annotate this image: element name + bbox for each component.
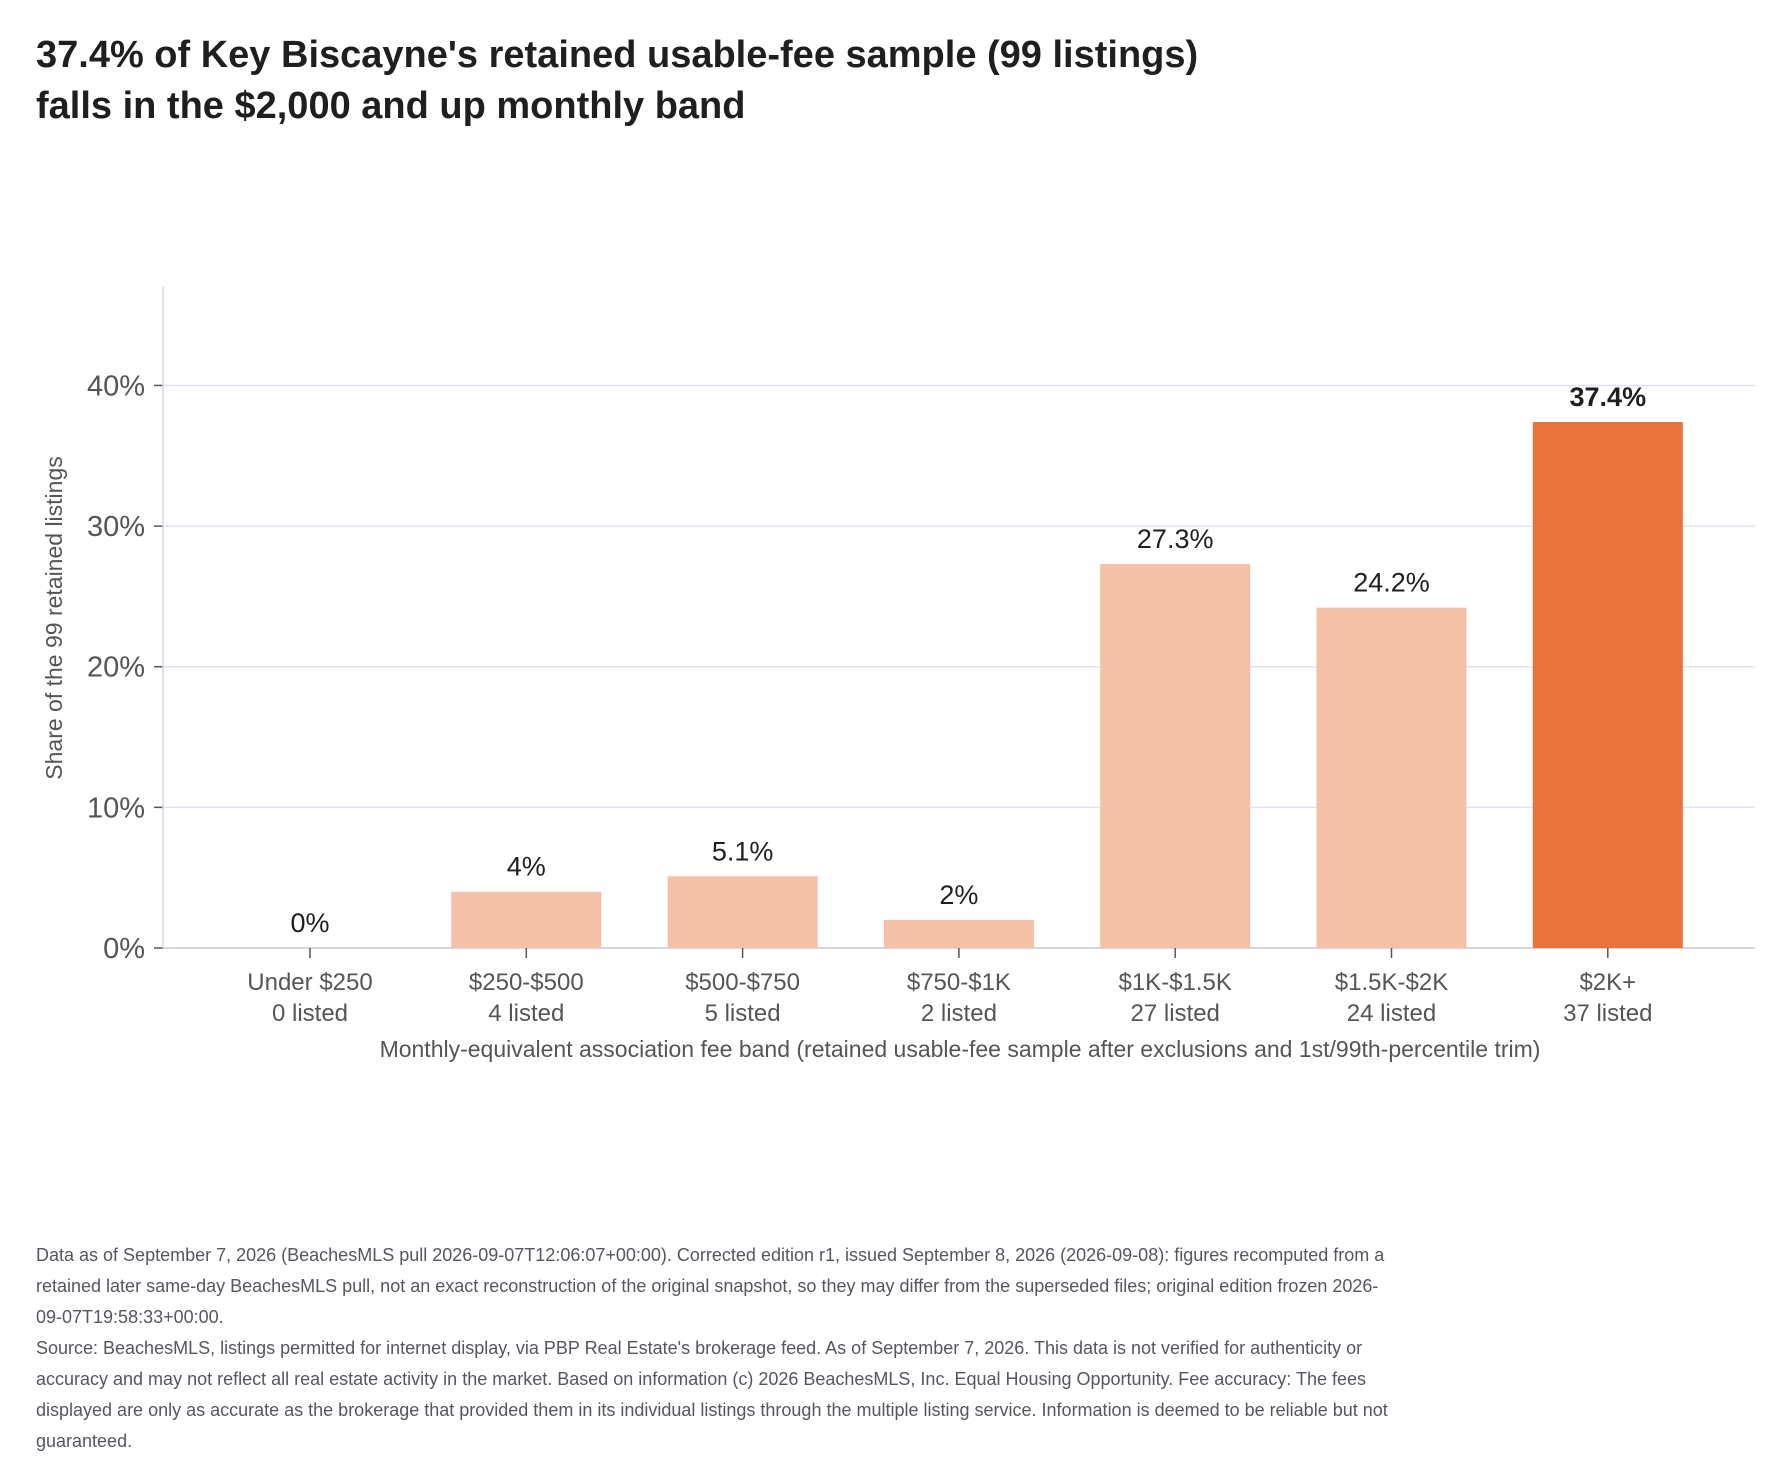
- y-tick-label: 10%: [87, 792, 145, 824]
- bar-value-label: 37.4%: [1570, 382, 1647, 412]
- bar: [883, 919, 1034, 948]
- x-axis-label: Monthly-equivalent association fee band …: [380, 1036, 1541, 1062]
- bar: [667, 876, 818, 948]
- bar-value-label: 27.3%: [1137, 524, 1214, 554]
- x-tick-sublabel: 27 listed: [1131, 1000, 1220, 1027]
- y-tick-label: 0%: [103, 933, 145, 965]
- x-tick-label: $500-$750: [685, 969, 800, 996]
- y-tick-label: 30%: [87, 511, 145, 543]
- bar: [1100, 564, 1251, 948]
- bar-value-label: 0%: [290, 908, 329, 938]
- bar-value-label: 24.2%: [1353, 568, 1430, 598]
- x-tick-label: $1K-$1.5K: [1118, 969, 1231, 996]
- chart-title: 37.4% of Key Biscayne's retained usable-…: [36, 30, 1736, 132]
- x-tick-label: $750-$1K: [907, 969, 1011, 996]
- axes: 0% 10% 20% 30% 40% Under $250 0 listed $250-$50…: [87, 287, 1755, 1027]
- x-tick-sublabel: 5 listed: [705, 1000, 781, 1027]
- bar-value-label: 2%: [939, 880, 978, 910]
- x-tick-label: Under $250: [247, 969, 372, 996]
- x-tick-sublabel: 2 listed: [921, 1000, 997, 1027]
- x-tick-label: $250-$500: [469, 969, 584, 996]
- x-tick-sublabel: 0 listed: [272, 1000, 348, 1027]
- x-tick-label: $1.5K-$2K: [1335, 969, 1448, 996]
- chart-title-line-1: 37.4% of Key Biscayne's retained usable-…: [36, 34, 1199, 76]
- bar-value-label: 4%: [507, 852, 546, 882]
- y-tick-label: 20%: [87, 652, 145, 684]
- source-note: Source: BeachesMLS, listings permitted f…: [36, 1338, 1388, 1451]
- x-tick-sublabel: 4 listed: [488, 1000, 564, 1027]
- bar-value-label: 5.1%: [712, 836, 774, 866]
- bar: [451, 891, 602, 948]
- bar-chart: 0% 10% 20% 30% 40% Under $250 0 listed $250-$50…: [41, 287, 1755, 1062]
- gridlines: [163, 384, 1755, 809]
- x-tick-label: $2K+: [1579, 969, 1636, 996]
- data-labels: 0% 4% 5.1% 2% 27.3% 24.2% 37.4%: [290, 382, 1646, 938]
- x-tick-sublabel: 24 listed: [1347, 1000, 1436, 1027]
- chart-title-line-2: falls in the $2,000 and up monthly band: [36, 85, 746, 127]
- y-axis-label: Share of the 99 retained listings: [41, 456, 67, 779]
- bar: [1532, 422, 1683, 948]
- bars: [451, 422, 1683, 948]
- y-tick-label: 40%: [87, 370, 145, 402]
- x-tick-sublabel: 37 listed: [1563, 1000, 1652, 1027]
- edition-note: Data as of September 7, 2026 (BeachesMLS…: [36, 1245, 1385, 1327]
- bar: [1316, 607, 1467, 948]
- footnote: Data as of September 7, 2026 (BeachesMLS…: [36, 1240, 1396, 1457]
